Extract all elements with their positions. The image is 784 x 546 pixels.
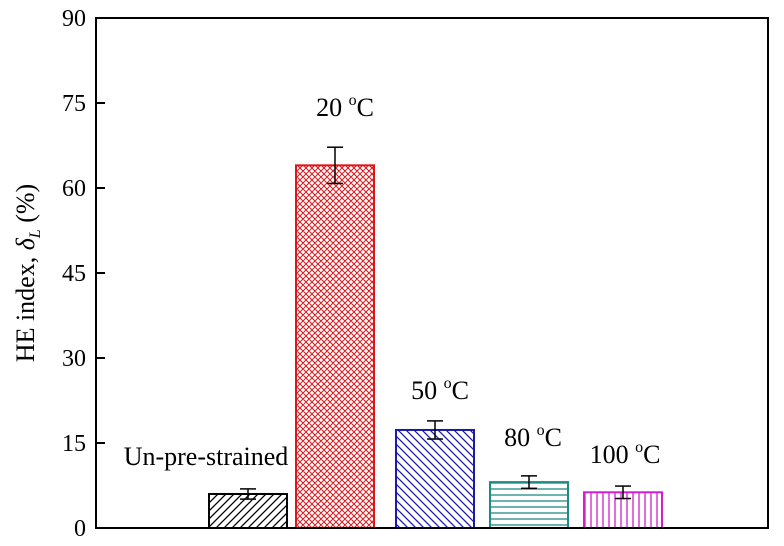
y-axis-ticks: 0 15 30 45 60 75 90 (62, 6, 105, 542)
y-tick-label: 60 (62, 176, 86, 202)
bar-labels-group: Un-pre-strained 20 oC 50 oC 80 oC 100 oC (124, 92, 661, 471)
error-bar (615, 485, 631, 500)
error-bar (240, 488, 256, 500)
bar-label: Un-pre-strained (124, 442, 289, 471)
y-tick-label: 90 (62, 6, 86, 32)
bar (295, 164, 375, 529)
bar-label: 100 oC (590, 439, 661, 469)
y-tick-label: 15 (62, 431, 86, 457)
bar (395, 428, 475, 530)
error-bar (327, 146, 343, 185)
error-bar (521, 475, 537, 490)
bars-group (208, 164, 663, 530)
bar-label: 20 oC (316, 92, 374, 122)
y-axis-title: HE index, δL (%) (11, 184, 44, 362)
y-tick-label: 45 (62, 261, 86, 287)
bar-label: 50 oC (411, 375, 469, 405)
y-tick-label: 30 (62, 346, 86, 372)
bar-label: 80 oC (504, 422, 562, 452)
error-bars-group (240, 146, 631, 500)
y-tick-label: 0 (74, 516, 86, 542)
y-tick-label: 75 (62, 91, 86, 117)
error-bar (427, 420, 443, 440)
